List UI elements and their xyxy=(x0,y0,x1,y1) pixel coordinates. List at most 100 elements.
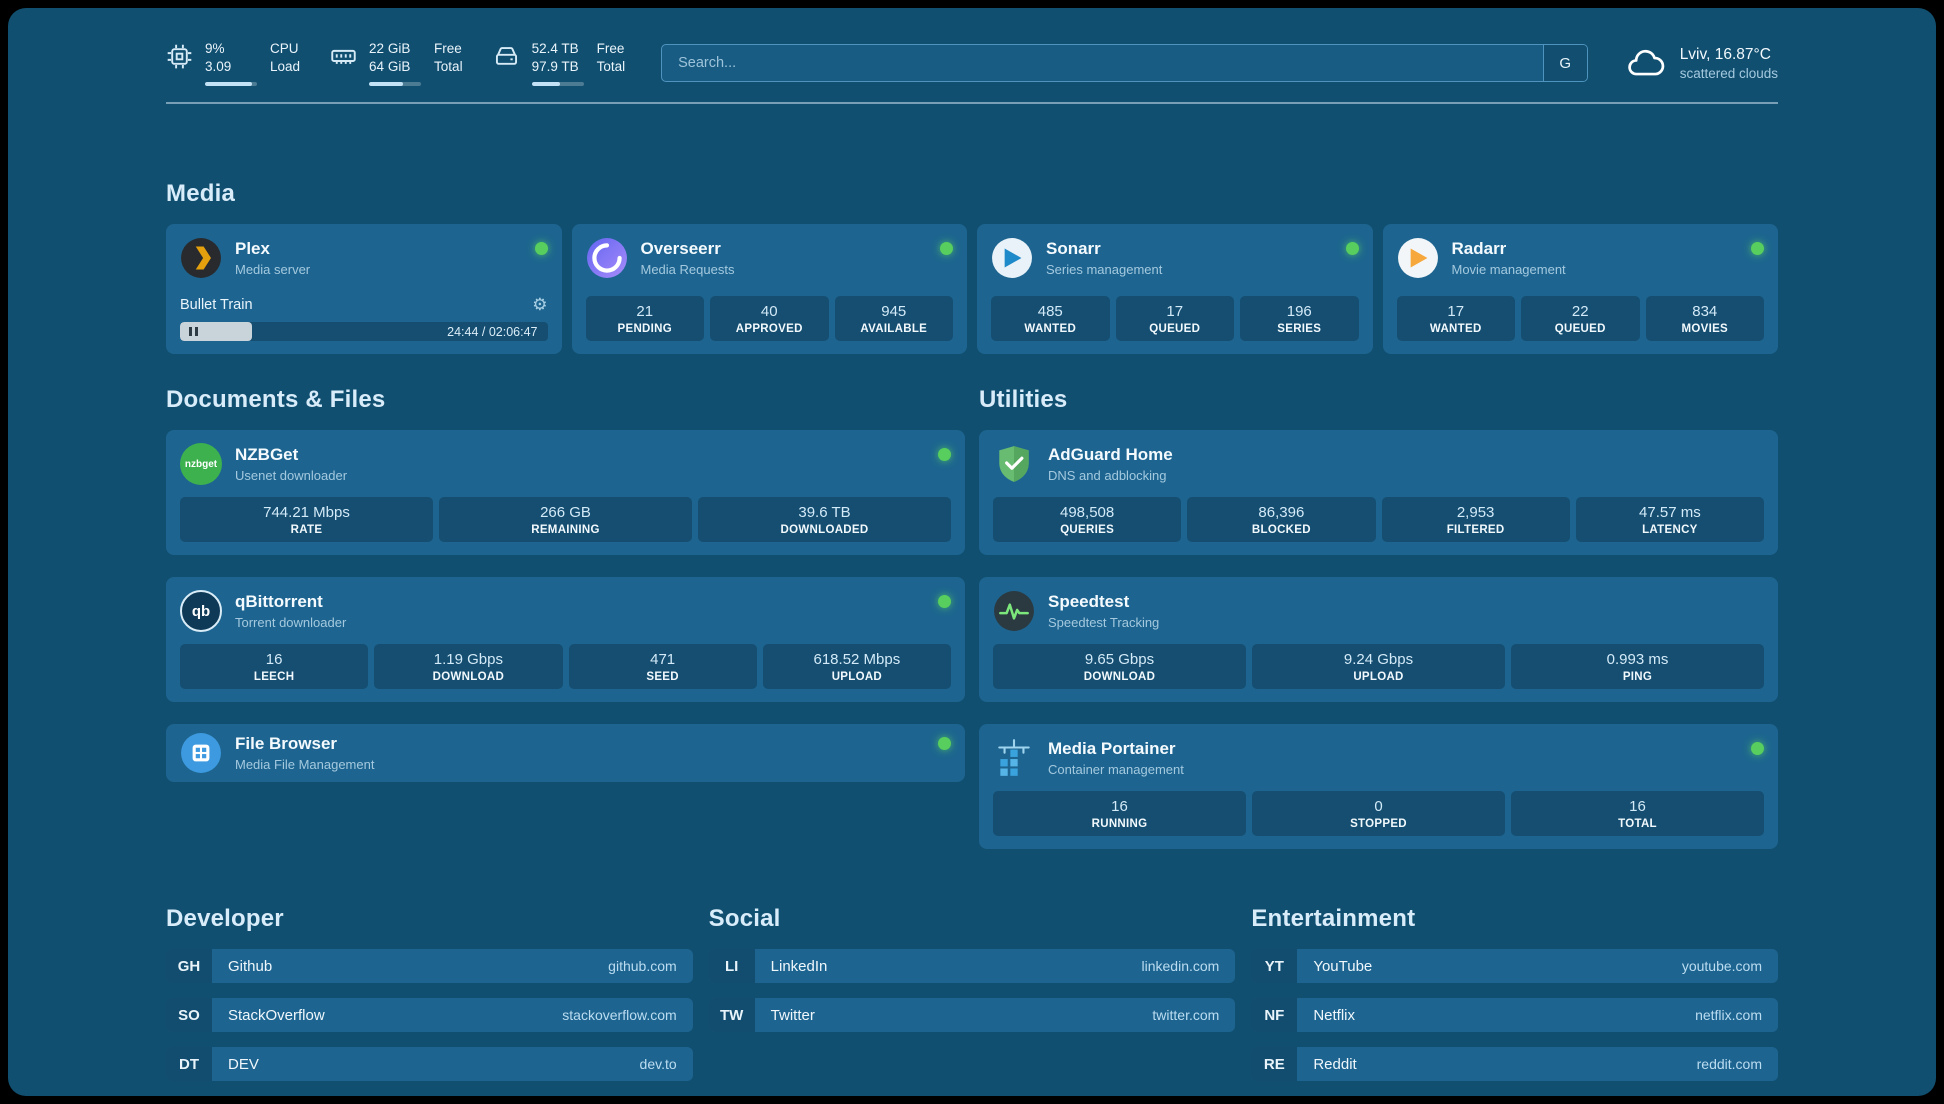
stat-tile: 0.993 ms PING xyxy=(1511,644,1764,690)
app-card-plex[interactable]: Plex Media server Bullet Train ⚙ 24:44 xyxy=(166,224,562,355)
pause-icon[interactable] xyxy=(189,327,198,337)
stats-row: 21 PENDING 40 APPROVED 945 AVAILABLE xyxy=(585,284,953,342)
speedtest-icon xyxy=(993,590,1035,632)
now-playing-title: Bullet Train xyxy=(180,296,253,313)
bookmark-abbr: GH xyxy=(166,949,212,984)
section-title-social: Social xyxy=(708,905,781,933)
bookmark-name: Netflix xyxy=(1313,1006,1356,1024)
app-card-adguard[interactable]: AdGuard Home DNS and adblocking 498,508 … xyxy=(979,430,1778,556)
bookmark-url: dev.to xyxy=(639,1056,677,1073)
ram-icon xyxy=(330,43,357,70)
stat-tile: 485 WANTED xyxy=(991,296,1110,342)
bookmark-name: Reddit xyxy=(1313,1055,1357,1073)
ram-widget: 22 GiB 64 GiB Free Total xyxy=(330,40,463,87)
bookmark-twitter[interactable]: TW Twitter twitter.com xyxy=(708,998,1236,1033)
plex-icon xyxy=(180,237,222,279)
playback-progress-bar[interactable]: 24:44 / 02:06:47 xyxy=(180,322,548,342)
app-card-sonarr[interactable]: Sonarr Series management 485 WANTED 17 Q… xyxy=(977,224,1373,355)
portainer-icon xyxy=(993,737,1035,779)
weather-text: Lviv, 16.87°C scattered clouds xyxy=(1680,46,1778,81)
bookmark-reddit[interactable]: RE Reddit reddit.com xyxy=(1251,1047,1778,1082)
stat-tile: 945 AVAILABLE xyxy=(834,296,953,342)
gear-icon[interactable]: ⚙ xyxy=(532,295,548,315)
app-desc: Torrent downloader xyxy=(235,615,347,631)
card-header: Overseerr Media Requests xyxy=(586,237,953,279)
app-desc: DNS and adblocking xyxy=(1048,468,1167,484)
app-meta: Sonarr Series management xyxy=(1046,239,1162,277)
ram-total: 64 GiB xyxy=(369,59,411,75)
bookmark-abbr: RE xyxy=(1251,1047,1298,1082)
card-header: AdGuard Home DNS and adblocking xyxy=(993,443,1764,485)
card-header: Radarr Movie management xyxy=(1397,237,1764,279)
stats-row: 498,508 QUERIES 86,396 BLOCKED 2,953 FIL… xyxy=(993,485,1764,543)
weather-widget: Lviv, 16.87°C scattered clouds xyxy=(1624,46,1778,81)
nzbget-icon: nzbget xyxy=(180,443,222,486)
bookmark-abbr: TW xyxy=(708,998,755,1033)
section-title-documents: Documents & Files xyxy=(166,386,386,414)
media-grid: Plex Media server Bullet Train ⚙ 24:44 xyxy=(166,224,1778,355)
bookmark-stackoverflow[interactable]: SO StackOverflow stackoverflow.com xyxy=(166,998,693,1033)
bookmark-name: LinkedIn xyxy=(770,957,828,975)
hard-drive-icon xyxy=(493,43,520,70)
bookmark-url: github.com xyxy=(608,958,677,975)
stat-tile: 22 QUEUED xyxy=(1521,296,1640,342)
weather-location: Lviv, 16.87°C xyxy=(1679,45,1771,63)
status-dot xyxy=(534,242,548,256)
cpu-label-1: CPU xyxy=(270,41,299,56)
section-title-developer: Developer xyxy=(166,905,284,933)
card-header: File Browser Media File Management xyxy=(180,732,951,774)
cpu-meter xyxy=(205,82,257,87)
app-card-speedtest[interactable]: Speedtest Speedtest Tracking 9.65 Gbps D… xyxy=(979,577,1778,703)
app-card-nzbget[interactable]: nzbget NZBGet Usenet downloader 744.21 M… xyxy=(166,430,965,556)
app-card-qbittorrent[interactable]: qb qBittorrent Torrent downloader 16 LEE… xyxy=(166,577,965,703)
stat-tile: 618.52 Mbps UPLOAD xyxy=(762,644,951,690)
cpu-icon xyxy=(166,43,193,70)
app-card-portainer[interactable]: Media Portainer Container management 16 … xyxy=(979,724,1778,850)
documents-stack: nzbget NZBGet Usenet downloader 744.21 M… xyxy=(166,430,965,783)
bookmark-github[interactable]: GH Github github.com xyxy=(166,949,693,984)
adguard-icon xyxy=(993,443,1035,485)
app-card-radarr[interactable]: Radarr Movie management 17 WANTED 22 QUE… xyxy=(1382,224,1778,355)
search-input[interactable] xyxy=(662,45,1543,82)
stat-tile: 16 TOTAL xyxy=(1511,791,1764,837)
stat-tile: 16 LEECH xyxy=(180,644,369,690)
card-header: Sonarr Series management xyxy=(991,237,1359,279)
app-name: NZBGet xyxy=(235,445,299,465)
search-engine-button[interactable]: G xyxy=(1542,45,1587,82)
bookmark-group-developer: Developer GH Github github.com SO StackO… xyxy=(166,905,693,1082)
bookmark-abbr: LI xyxy=(708,949,755,984)
card-header: Plex Media server xyxy=(180,237,548,279)
section-title-utilities: Utilities xyxy=(979,386,1068,414)
app-meta: Plex Media server xyxy=(235,239,310,277)
section-documents: Documents & Files nzbget NZBGet Usenet d… xyxy=(166,386,965,783)
app-card-overseerr[interactable]: Overseerr Media Requests 21 PENDING 40 A… xyxy=(571,224,967,355)
stat-tile: 498,508 QUERIES xyxy=(993,497,1182,543)
ram-free: 22 GiB xyxy=(369,41,411,56)
cloud-icon xyxy=(1624,46,1668,80)
bookmark-abbr: DT xyxy=(166,1047,212,1082)
bookmark-netflix[interactable]: NF Netflix netflix.com xyxy=(1251,998,1778,1033)
stats-row: 16 LEECH 1.19 Gbps DOWNLOAD 471 SEED 6 xyxy=(180,632,951,690)
weather-condition: scattered clouds xyxy=(1679,65,1778,81)
bookmark-list: GH Github github.com SO StackOverflow st… xyxy=(166,949,693,1082)
stat-tile: 17 WANTED xyxy=(1396,296,1515,342)
app-name: qBittorrent xyxy=(235,592,323,612)
disk-total: 97.9 TB xyxy=(531,59,579,75)
bookmark-group-entertainment: Entertainment YT YouTube youtube.com NF … xyxy=(1251,905,1778,1082)
bookmark-youtube[interactable]: YT YouTube youtube.com xyxy=(1251,949,1778,984)
bookmark-url: stackoverflow.com xyxy=(562,1007,677,1024)
disk-label-2: Total xyxy=(596,59,626,75)
bookmarks-area: Developer GH Github github.com SO StackO… xyxy=(166,905,1778,1082)
app-card-filebrowser[interactable]: File Browser Media File Management xyxy=(166,724,965,783)
bookmark-name: StackOverflow xyxy=(228,1006,325,1024)
app-desc: Media server xyxy=(235,262,311,278)
bookmark-dev[interactable]: DT DEV dev.to xyxy=(166,1047,693,1082)
ram-readout: 22 GiB 64 GiB Free Total xyxy=(369,40,463,87)
bookmark-abbr: SO xyxy=(166,998,212,1033)
app-name: Overseerr xyxy=(640,239,721,259)
stat-tile: 9.65 Gbps DOWNLOAD xyxy=(993,644,1246,690)
status-dot xyxy=(1751,242,1764,256)
status-dot xyxy=(1751,742,1764,756)
bookmark-linkedin[interactable]: LI LinkedIn linkedin.com xyxy=(708,949,1236,984)
app-desc: Series management xyxy=(1046,262,1163,278)
